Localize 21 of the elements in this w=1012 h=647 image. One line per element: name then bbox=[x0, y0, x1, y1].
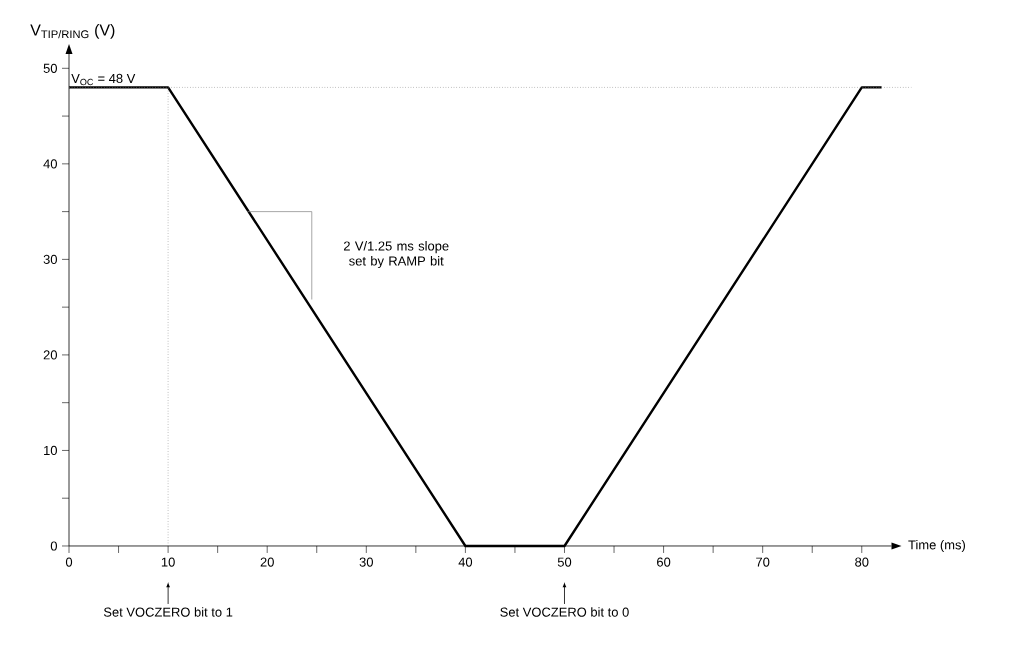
x-tick-label: 70 bbox=[756, 557, 770, 567]
y-tick-label: 40 bbox=[43, 159, 57, 169]
y-tick-label: 20 bbox=[43, 350, 57, 360]
y-tick-label: 50 bbox=[43, 63, 57, 73]
x-tick-label: 30 bbox=[359, 557, 373, 567]
x-tick-label: 80 bbox=[855, 557, 869, 567]
y-tick-label: 10 bbox=[44, 445, 57, 456]
x-tick-label: 40 bbox=[458, 557, 473, 567]
x-axis-title: Time (ms) bbox=[908, 539, 965, 553]
y-tick-label: 0 bbox=[50, 541, 57, 551]
x-tick-label: 60 bbox=[657, 557, 671, 567]
x-tick-label: 0 bbox=[65, 557, 73, 567]
x-tick-label: 10 bbox=[161, 557, 175, 567]
y-axis-title: V$_{TIP/RING}$ (V) bbox=[30, 23, 115, 39]
y-tick-label: 30 bbox=[43, 254, 57, 264]
x-tick-label: 50 bbox=[557, 557, 572, 567]
ref-line-label: V$_{OC}$ = 48 V bbox=[71, 73, 136, 86]
text: Set VOCZERO bit to 1 bbox=[103, 607, 233, 617]
annotation: 2 V/1.25 ms slope set by RAMP bit bbox=[343, 241, 449, 269]
text: Set VOCZERO bit to 0 bbox=[500, 607, 629, 617]
x-tick-label: 20 bbox=[260, 557, 274, 567]
